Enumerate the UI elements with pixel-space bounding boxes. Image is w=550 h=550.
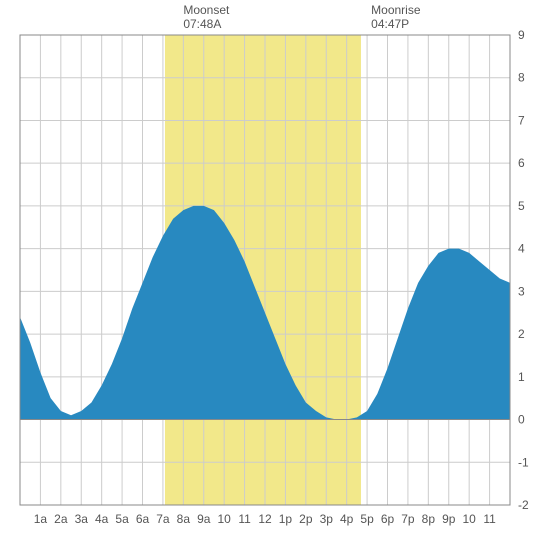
x-tick-label: 1a: [34, 512, 48, 526]
x-tick-label: 7p: [401, 512, 415, 526]
y-tick-label: 0: [518, 413, 525, 427]
chart-svg: -2-101234567891a2a3a4a5a6a7a8a9a1011121p…: [0, 0, 550, 550]
x-tick-label: 10: [217, 512, 231, 526]
x-tick-label: 6a: [136, 512, 150, 526]
moonrise-time: 04:47P: [371, 17, 409, 31]
moonset-time: 07:48A: [183, 17, 221, 31]
y-tick-label: 6: [518, 156, 525, 170]
x-tick-label: 4a: [95, 512, 109, 526]
tide-chart: -2-101234567891a2a3a4a5a6a7a8a9a1011121p…: [0, 0, 550, 550]
x-tick-label: 1p: [279, 512, 293, 526]
moonrise-title: Moonrise: [371, 3, 421, 17]
x-tick-label: 6p: [381, 512, 395, 526]
y-tick-label: 9: [518, 28, 525, 42]
x-tick-label: 2p: [299, 512, 313, 526]
y-tick-label: 1: [518, 370, 525, 384]
y-tick-label: 4: [518, 242, 525, 256]
y-tick-label: 5: [518, 199, 525, 213]
x-tick-label: 5a: [115, 512, 129, 526]
x-tick-label: 12: [258, 512, 272, 526]
x-tick-label: 9p: [442, 512, 456, 526]
x-tick-label: 3a: [75, 512, 89, 526]
x-tick-label: 9a: [197, 512, 211, 526]
moonset-title: Moonset: [183, 3, 230, 17]
y-tick-label: -2: [518, 498, 529, 512]
x-tick-label: 5p: [360, 512, 374, 526]
x-tick-label: 2a: [54, 512, 68, 526]
x-tick-label: 10: [462, 512, 476, 526]
y-tick-label: 7: [518, 113, 525, 127]
x-tick-label: 11: [238, 512, 251, 526]
x-tick-label: 4p: [340, 512, 354, 526]
y-tick-label: 8: [518, 71, 525, 85]
x-tick-label: 8p: [422, 512, 436, 526]
x-tick-label: 7a: [156, 512, 170, 526]
y-tick-label: 2: [518, 327, 525, 341]
x-tick-label: 8a: [177, 512, 191, 526]
x-tick-label: 3p: [320, 512, 334, 526]
y-tick-label: 3: [518, 284, 525, 298]
y-tick-label: -1: [518, 455, 529, 469]
x-tick-label: 11: [483, 512, 496, 526]
